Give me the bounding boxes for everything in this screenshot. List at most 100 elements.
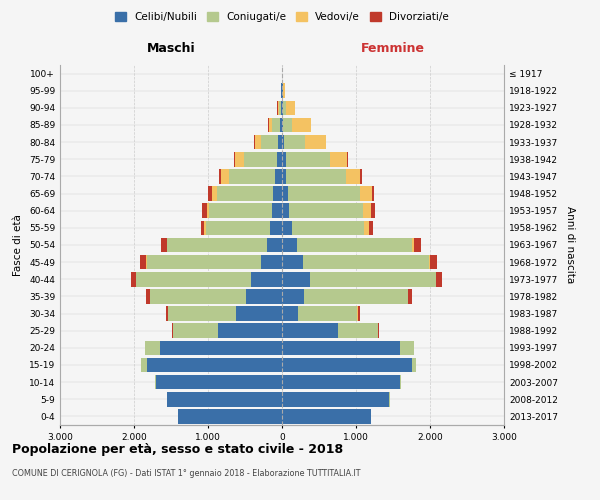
Bar [282,220,292,235]
Bar [221,169,229,184]
Bar [167,238,267,252]
Bar [156,375,282,390]
Bar [155,375,156,390]
Bar [286,100,295,115]
Bar [361,169,362,184]
Bar [282,152,286,166]
Bar [280,118,282,132]
Bar [430,255,437,270]
Bar [278,100,281,115]
Bar [346,169,361,184]
Bar [364,220,368,235]
Bar [358,306,360,321]
Bar [161,238,167,252]
Bar [206,204,209,218]
Bar [304,289,408,304]
Bar [282,84,283,98]
Bar [292,220,364,235]
Bar [200,220,204,235]
Bar [168,306,236,321]
Text: Popolazione per età, sesso e stato civile - 2018: Popolazione per età, sesso e stato civil… [12,442,343,456]
Bar [208,186,212,201]
Bar [145,340,160,355]
Bar [282,169,286,184]
Bar [219,169,221,184]
Bar [131,272,136,286]
Bar [277,152,282,166]
Bar [371,204,375,218]
Bar [310,272,436,286]
Bar [292,118,311,132]
Bar [412,238,414,252]
Bar [267,238,282,252]
Y-axis label: Fasce di età: Fasce di età [13,214,23,276]
Bar [278,135,282,150]
Bar [286,152,330,166]
Bar [282,358,412,372]
Bar [283,100,286,115]
Bar [298,306,358,321]
Bar [282,186,288,201]
Bar [146,358,282,372]
Bar [412,358,416,372]
Bar [236,306,282,321]
Bar [217,186,273,201]
Bar [371,186,374,201]
Bar [337,324,378,338]
Bar [229,169,275,184]
Bar [288,186,361,201]
Bar [261,135,278,150]
Bar [282,272,310,286]
Bar [408,289,412,304]
Text: Femmine: Femmine [361,42,425,54]
Bar [272,118,280,132]
Bar [282,289,304,304]
Bar [282,306,298,321]
Bar [140,255,146,270]
Bar [270,220,282,235]
Bar [275,169,282,184]
Bar [436,272,442,286]
Bar [218,324,282,338]
Bar [167,392,282,406]
Bar [282,238,297,252]
Bar [330,152,347,166]
Bar [282,324,337,338]
Bar [282,100,283,115]
Bar [303,255,428,270]
Bar [251,272,282,286]
Bar [160,340,282,355]
Bar [150,289,247,304]
Bar [364,204,371,218]
Legend: Celibi/Nubili, Coniugati/e, Vedovi/e, Divorziati/e: Celibi/Nubili, Coniugati/e, Vedovi/e, Di… [111,8,453,26]
Bar [282,392,389,406]
Bar [202,204,206,218]
Bar [282,135,284,150]
Text: Maschi: Maschi [146,42,196,54]
Bar [282,409,371,424]
Bar [282,340,400,355]
Bar [172,324,173,338]
Bar [146,255,261,270]
Bar [136,272,251,286]
Bar [178,409,282,424]
Bar [361,186,371,201]
Bar [400,340,414,355]
Bar [289,204,364,218]
Bar [305,135,326,150]
Bar [209,204,272,218]
Bar [212,186,217,201]
Bar [428,255,430,270]
Bar [282,375,400,390]
Bar [281,84,282,98]
Y-axis label: Anni di nascita: Anni di nascita [565,206,575,284]
Bar [254,135,261,150]
Bar [204,220,206,235]
Bar [282,204,289,218]
Bar [166,306,168,321]
Bar [235,152,244,166]
Bar [414,238,421,252]
Bar [247,289,282,304]
Bar [173,324,218,338]
Bar [283,84,286,98]
